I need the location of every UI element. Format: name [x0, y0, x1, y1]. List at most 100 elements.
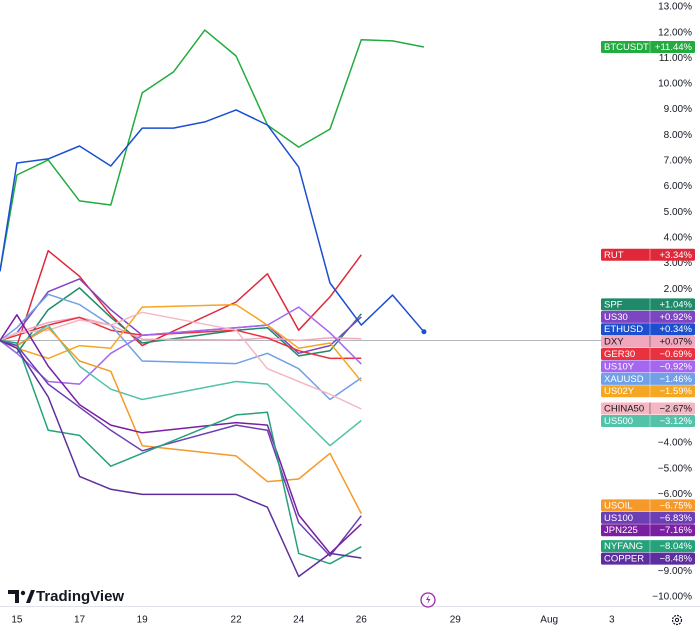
tag-value: −8.48% [660, 554, 693, 565]
settings-icon[interactable] [671, 614, 683, 626]
tag-box [601, 372, 695, 385]
y-tick-label: 8.00% [664, 130, 692, 141]
gear-center[interactable] [674, 617, 680, 623]
tag-box [601, 499, 695, 512]
price-tag: SPF +1.04% [601, 298, 695, 310]
price-tag: US02Y −1.59% [601, 385, 695, 397]
tag-value: +3.34% [660, 250, 693, 261]
tag-box [601, 310, 695, 323]
price-tags: BTCUSDT +11.44% RUT +3.34% SPF +1.04% US30 +0.9… [601, 41, 695, 565]
gear[interactable] [671, 614, 683, 626]
tag-box [601, 552, 695, 565]
tag-value: −8.04% [660, 541, 693, 552]
flash-bolt[interactable] [426, 595, 431, 604]
y-tick-label: −4.00% [658, 438, 692, 449]
price-tag: JPN225 −7.16% [601, 524, 695, 536]
y-tick-label: 9.00% [664, 104, 692, 115]
tag-box [601, 540, 695, 553]
series-line [0, 339, 362, 578]
y-tick-label: 2.00% [664, 284, 692, 295]
tag-value: +0.34% [660, 324, 693, 335]
series-line [0, 324, 362, 447]
price-tag: USOIL −6.75% [601, 499, 695, 511]
y-tick-label: 5.00% [664, 207, 692, 218]
tag-box [601, 41, 695, 54]
series-line [0, 293, 362, 401]
tag-name: US10Y [604, 361, 635, 372]
price-tag: US100 −6.83% [601, 511, 695, 524]
price-tag: US10Y −0.92% [601, 360, 695, 372]
y-tick-label: 3.00% [664, 258, 692, 269]
price-tag: ETHUSD +0.34% [601, 323, 695, 335]
tag-name: DXY [604, 337, 624, 348]
series-line [0, 314, 362, 555]
series-line [0, 326, 362, 514]
tag-value: −0.92% [660, 361, 693, 372]
y-tick-label: −9.00% [658, 566, 692, 577]
tag-name: US30 [604, 312, 628, 323]
tag-value: −3.12% [660, 416, 693, 427]
branding: TradingView [36, 588, 124, 605]
tag-name: US500 [604, 416, 633, 427]
tag-name: COPPER [604, 554, 644, 565]
x-tick-label: 26 [356, 615, 368, 626]
tag-name: RUT [604, 250, 624, 261]
y-tick-label: 7.00% [664, 156, 692, 167]
x-tick-label: 19 [137, 615, 149, 626]
x-tick-label: 22 [231, 615, 243, 626]
tag-box [601, 414, 695, 427]
price-tag: DXY +0.07% [601, 335, 695, 348]
tag-name: NYFANG [604, 541, 643, 552]
tag-value: −1.59% [660, 386, 693, 397]
tag-value: +11.44% [655, 42, 693, 53]
logo: TradingView [8, 588, 124, 605]
price-tag: US500 −3.12% [601, 414, 695, 427]
x-tick-label: 24 [293, 615, 305, 626]
tag-value: +0.92% [660, 312, 693, 323]
tag-value: −0.69% [660, 349, 693, 360]
price-tag: XAUUSD −1.46% [601, 372, 695, 385]
price-tag: NYFANG −8.04% [601, 540, 695, 552]
y-tick-label: 6.00% [664, 181, 692, 192]
tag-value: +0.07% [660, 337, 693, 348]
series-line [0, 287, 362, 357]
series-line [0, 109, 425, 333]
last-point [421, 329, 427, 335]
series-line [0, 316, 362, 342]
tag-box [601, 335, 695, 348]
y-tick-label: 12.00% [658, 27, 692, 38]
tag-box [601, 511, 695, 524]
tag-name: SPF [604, 299, 623, 310]
flash-icon[interactable] [420, 592, 436, 608]
x-tick-label: Aug [540, 615, 558, 626]
tag-value: −7.16% [660, 525, 693, 536]
tag-name: BTCUSDT [604, 42, 649, 53]
tag-name: CHINA50 [604, 404, 644, 415]
tag-name: GER30 [604, 349, 635, 360]
series-line [0, 29, 425, 272]
x-tick-label: 17 [74, 615, 86, 626]
series-line [0, 303, 362, 382]
tag-box [601, 298, 695, 311]
price-tag: GER30 −0.69% [601, 348, 695, 360]
x-tick-label: 3 [609, 615, 615, 626]
y-tick-label: −10.00% [652, 592, 692, 603]
tag-value: −1.46% [660, 374, 693, 385]
series-line [0, 249, 362, 347]
price-tag: US30 +0.92% [601, 310, 695, 323]
series-line [0, 339, 362, 565]
logo-dot [20, 590, 26, 596]
logo-mark [26, 590, 35, 603]
logo-mark [8, 590, 19, 603]
tag-value: −6.83% [660, 513, 693, 524]
tag-name: US02Y [604, 386, 635, 397]
price-tag: RUT +3.34% [601, 248, 695, 261]
tag-box [601, 402, 695, 415]
y-tick-label: 10.00% [658, 79, 692, 90]
tag-value: −6.75% [660, 500, 693, 511]
tag-box [601, 248, 695, 261]
tag-name: US100 [604, 513, 633, 524]
tag-box [601, 385, 695, 398]
